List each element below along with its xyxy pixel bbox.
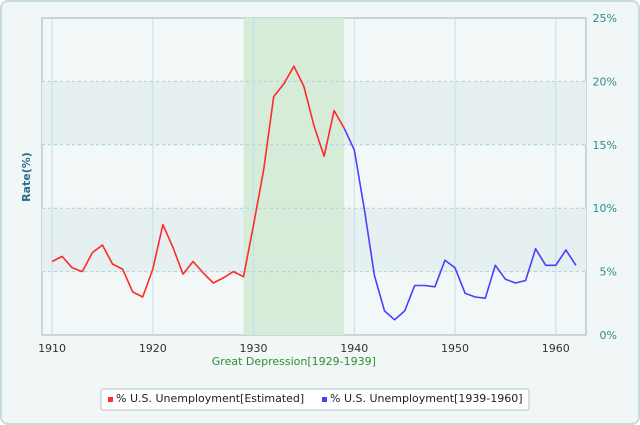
x-tick-label: 1940: [340, 342, 368, 355]
legend-label-estimated: % U.S. Unemployment[Estimated]: [116, 392, 304, 405]
y-tick-label: 20%: [593, 75, 617, 88]
y-axis-label: Rate(%): [20, 152, 33, 202]
legend-swatch-1939-1960: [322, 397, 327, 402]
y-tick-label: 5%: [600, 266, 617, 279]
great-depression-label: Great Depression[1929-1939]: [212, 355, 376, 368]
x-tick-label: 1950: [441, 342, 469, 355]
series-line-0: [51, 65, 345, 298]
x-tick-label: 1960: [542, 342, 570, 355]
legend: % U.S. Unemployment[Estimated] % U.S. Un…: [100, 388, 530, 411]
legend-box: [100, 388, 530, 411]
y-tick-label: 15%: [593, 139, 617, 152]
great-depression-band: [243, 18, 345, 335]
y-tick-label: 10%: [593, 202, 617, 215]
y-tick-label: 0%: [600, 329, 617, 342]
x-tick-label: 1910: [38, 342, 66, 355]
y-tick-label: 25%: [593, 12, 617, 25]
series-line-1: [343, 127, 577, 321]
legend-swatch-estimated: [108, 397, 113, 402]
legend-label-1939-1960: % U.S. Unemployment[1939-1960]: [330, 392, 523, 405]
x-tick-label: 1920: [139, 342, 167, 355]
x-tick-label: 1930: [240, 342, 268, 355]
